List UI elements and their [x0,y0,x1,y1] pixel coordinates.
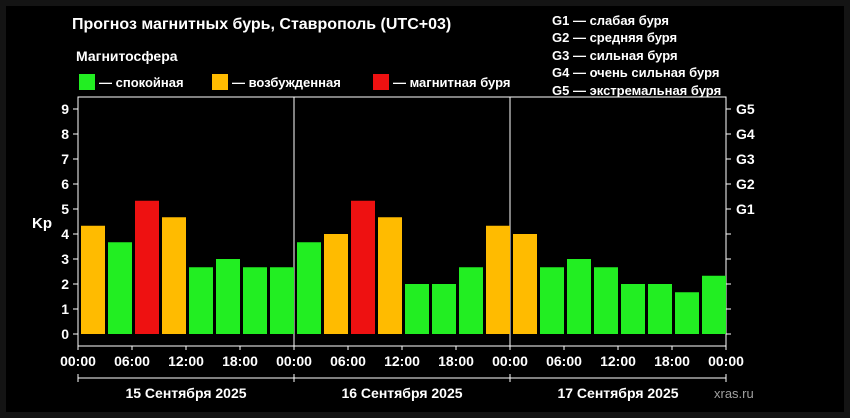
kp-bar [567,259,591,334]
x-tick-label: 00:00 [60,353,96,369]
day-label: 16 Сентября 2025 [341,385,463,401]
kp-bar [486,225,510,334]
kp-bar [513,234,537,334]
kp-bar [135,200,159,334]
y-tick-label: 5 [61,201,69,217]
x-tick-label: 00:00 [492,353,528,369]
x-tick-label: 00:00 [276,353,312,369]
g-scale-item: G2 — средняя буря [552,30,678,46]
g-tick-label: G3 [736,151,755,167]
legend-swatch-storm [373,74,389,90]
legend-item-calm: — спокойная [79,72,184,92]
g-scale-item: G5 — экстремальная буря [552,82,722,98]
g-scale-item: G1 — слабая буря [552,13,670,28]
kp-bar [621,284,645,334]
legend-item-active: — возбужденная [212,72,341,92]
y-tick-label: 1 [61,301,69,317]
x-tick-label: 06:00 [114,353,150,369]
kp-bar [297,242,321,334]
day-label: 15 Сентября 2025 [125,385,247,401]
kp-bar [216,259,240,334]
y-tick-label: 8 [61,126,69,142]
kp-bar [189,267,213,334]
g-scale-item: G4 — очень сильная буря [552,65,720,81]
y-tick-label: 0 [61,326,69,342]
kp-bar [81,225,105,334]
y-tick-label: 4 [61,226,69,242]
g-tick-label: G4 [736,126,755,142]
legend-label-storm: — магнитная буря [393,74,511,90]
kp-bar [459,267,483,334]
kp-bar [351,200,375,334]
kp-bar [540,267,564,334]
kp-bar [432,284,456,334]
kp-bar [702,275,726,334]
kp-bar [270,267,294,334]
y-tick-label: 2 [61,276,69,292]
x-tick-label: 12:00 [168,353,204,369]
y-tick-label: 3 [61,251,69,267]
y-tick-label: 6 [61,176,69,192]
legend-title: Магнитосфера [76,48,178,64]
legend-item-storm: — магнитная буря [373,72,510,92]
y-tick-label: 9 [61,101,69,117]
legend-label-active: — возбужденная [232,74,341,90]
legend-swatch-calm [79,74,95,90]
g-tick-label: G1 [736,201,755,217]
x-tick-label: 18:00 [654,353,690,369]
x-tick-label: 18:00 [222,353,258,369]
x-tick-label: 00:00 [708,353,744,369]
kp-bar [405,284,429,334]
x-tick-label: 18:00 [438,353,474,369]
y-axis-label: Kp [32,215,52,232]
kp-bar [324,234,348,334]
chart-title: Прогноз магнитных бурь, Ставрополь (UTC+… [72,16,452,33]
g-tick-label: G2 [736,176,755,192]
g-scale-item: G3 — сильная буря [552,47,678,63]
kp-bar [675,292,699,334]
kp-bar [108,242,132,334]
g-tick-label: G5 [736,101,755,117]
watermark: xras.ru [714,386,754,401]
x-tick-label: 12:00 [600,353,636,369]
x-tick-label: 06:00 [546,353,582,369]
legend-label-calm: — спокойная [99,74,184,90]
kp-bar [162,217,186,334]
kp-bar [648,284,672,334]
x-tick-label: 12:00 [384,353,420,369]
x-tick-label: 06:00 [330,353,366,369]
legend-swatch-active [212,74,228,90]
kp-bar [243,267,267,334]
g-scale-legend: G1 — слабая буря G2 — средняя буря G3 — … [552,12,721,99]
day-label: 17 Сентября 2025 [557,385,679,401]
y-tick-label: 7 [61,151,69,167]
kp-bar [594,267,618,334]
kp-bar [378,217,402,334]
